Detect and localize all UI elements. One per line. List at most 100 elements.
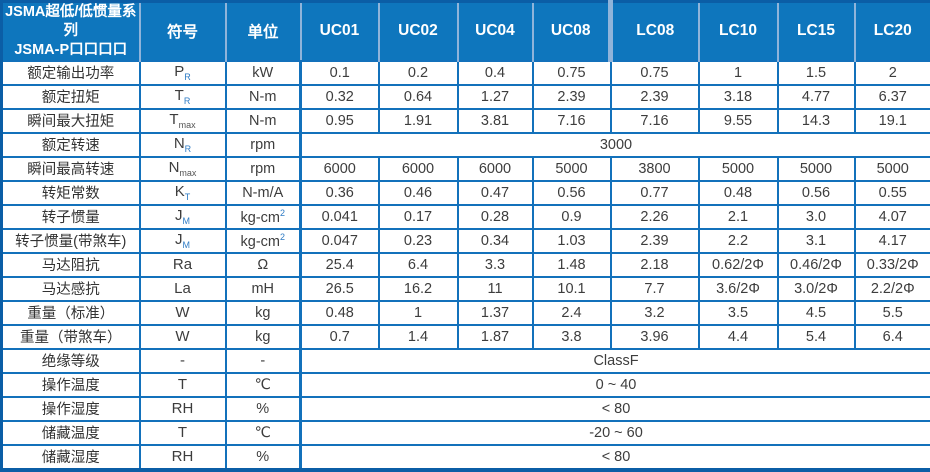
- value-cell: 3.8: [533, 325, 611, 349]
- value-cell: 0.17: [379, 205, 458, 229]
- value-cell: 1: [699, 61, 778, 85]
- symbol-main: T: [169, 111, 178, 128]
- unit-superscript: 2: [280, 232, 285, 242]
- model-header: LC20: [855, 2, 930, 61]
- symbol-main: W: [175, 304, 189, 321]
- unit-cell: kg: [226, 325, 301, 349]
- unit-text: N-m: [249, 89, 276, 105]
- row-label: 操作温度: [2, 373, 140, 397]
- value-cell: 0.1: [301, 61, 379, 85]
- value-cell: 4.5: [778, 301, 855, 325]
- value-cell: 2.18: [611, 253, 699, 277]
- value-cell: 0.9: [533, 205, 611, 229]
- value-cell: 0.62/2Φ: [699, 253, 778, 277]
- value-cell: 5000: [778, 157, 855, 181]
- row-label: 储藏温度: [2, 421, 140, 445]
- value-cell: 9.55: [699, 109, 778, 133]
- unit-text: N-m/A: [242, 185, 283, 201]
- value-cell: 6000: [458, 157, 533, 181]
- value-cell: 0.041: [301, 205, 379, 229]
- merged-value-cell: 3000: [301, 133, 930, 157]
- unit-cell: rpm: [226, 133, 301, 157]
- symbol-main: RH: [172, 448, 194, 465]
- value-cell: 4.17: [855, 229, 930, 253]
- value-cell: 3.18: [699, 85, 778, 109]
- merged-value-cell: 0 ~ 40: [301, 373, 930, 397]
- value-cell: 1: [379, 301, 458, 325]
- symbol-cell: TR: [140, 85, 226, 109]
- unit-column-header: 单位: [226, 2, 301, 61]
- symbol-subscript: R: [184, 72, 191, 82]
- unit-text: kg-cm: [241, 209, 280, 225]
- value-cell: 4.07: [855, 205, 930, 229]
- row-label: 储藏湿度: [2, 445, 140, 470]
- table-row: 绝缘等级--ClassF: [2, 349, 930, 373]
- row-label: 转子惯量: [2, 205, 140, 229]
- value-cell: 25.4: [301, 253, 379, 277]
- row-label: 瞬间最大扭矩: [2, 109, 140, 133]
- value-cell: 5.4: [778, 325, 855, 349]
- symbol-cell: JM: [140, 229, 226, 253]
- unit-text: %: [256, 449, 269, 465]
- symbol-main: T: [178, 376, 187, 393]
- row-label: 额定转速: [2, 133, 140, 157]
- symbol-main: W: [175, 328, 189, 345]
- value-cell: 6000: [301, 157, 379, 181]
- symbol-cell: Tmax: [140, 109, 226, 133]
- symbol-cell: Ra: [140, 253, 226, 277]
- symbol-main: Ra: [173, 256, 192, 273]
- value-cell: 0.55: [855, 181, 930, 205]
- symbol-cell: JM: [140, 205, 226, 229]
- value-cell: 19.1: [855, 109, 930, 133]
- table-title-line2: JSMA-P口口口口: [5, 41, 137, 60]
- value-cell: 2.26: [611, 205, 699, 229]
- unit-text: kW: [252, 65, 273, 81]
- unit-cell: -: [226, 349, 301, 373]
- row-label: 操作湿度: [2, 397, 140, 421]
- symbol-main: T: [175, 87, 184, 104]
- value-cell: 3.6/2Φ: [699, 277, 778, 301]
- merged-value-cell: < 80: [301, 445, 930, 470]
- symbol-subscript: R: [185, 144, 192, 154]
- unit-text: kg: [255, 329, 270, 345]
- value-cell: 0.4: [458, 61, 533, 85]
- value-cell: 2.39: [611, 229, 699, 253]
- row-label: 重量（标准）: [2, 301, 140, 325]
- unit-cell: kg: [226, 301, 301, 325]
- value-cell: 6000: [379, 157, 458, 181]
- value-cell: 0.95: [301, 109, 379, 133]
- merged-value-cell: < 80: [301, 397, 930, 421]
- value-cell: 5000: [699, 157, 778, 181]
- value-cell: 0.48: [301, 301, 379, 325]
- value-cell: 0.48: [699, 181, 778, 205]
- symbol-subscript: M: [183, 216, 191, 226]
- value-cell: 1.03: [533, 229, 611, 253]
- value-cell: 0.33/2Φ: [855, 253, 930, 277]
- model-header: UC02: [379, 2, 458, 61]
- value-cell: 2.4: [533, 301, 611, 325]
- symbol-cell: La: [140, 277, 226, 301]
- value-cell: 2.2: [699, 229, 778, 253]
- value-cell: 14.3: [778, 109, 855, 133]
- value-cell: 3.96: [611, 325, 699, 349]
- table-title-line1: JSMA超低/低惯量系列: [5, 3, 137, 41]
- model-header: UC04: [458, 2, 533, 61]
- merged-value-cell: -20 ~ 60: [301, 421, 930, 445]
- symbol-main: J: [175, 207, 183, 224]
- value-cell: 3.5: [699, 301, 778, 325]
- value-cell: 4.77: [778, 85, 855, 109]
- value-cell: 11: [458, 277, 533, 301]
- value-cell: 1.87: [458, 325, 533, 349]
- symbol-cell: NR: [140, 133, 226, 157]
- symbol-cell: KT: [140, 181, 226, 205]
